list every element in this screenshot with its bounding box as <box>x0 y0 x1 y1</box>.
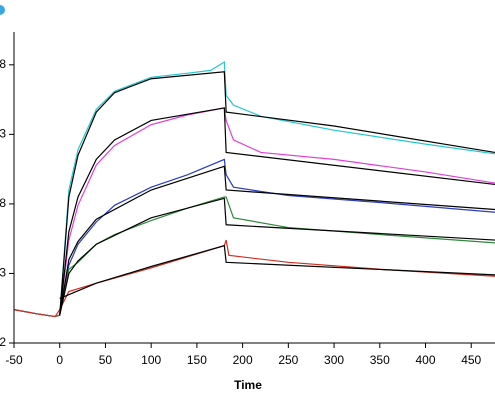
y-tick-label: 3 <box>0 266 6 280</box>
x-tick-label: 350 <box>370 353 390 367</box>
x-tick-label: 0 <box>56 353 63 367</box>
y-tick-label: 13 <box>0 127 6 141</box>
y-tick-label: 8 <box>0 196 6 210</box>
x-tick-label: 100 <box>141 353 161 367</box>
x-tick-label: 150 <box>187 353 207 367</box>
x-tick-label: 400 <box>415 353 435 367</box>
x-tick-label: 250 <box>278 353 298 367</box>
corner-icon <box>0 5 5 15</box>
series-line <box>59 197 495 316</box>
series-line <box>13 61 495 318</box>
series-line <box>59 244 495 300</box>
x-axis-title: Time <box>234 378 262 392</box>
x-tick-label: -50 <box>5 353 23 367</box>
series-line <box>59 165 495 316</box>
series-line <box>13 107 495 318</box>
y-tick-label: 18 <box>0 57 6 71</box>
x-tick-label: 50 <box>99 353 113 367</box>
series-line <box>59 107 495 316</box>
y-tick-label: -2 <box>0 335 6 349</box>
x-tick-label: 200 <box>233 353 253 367</box>
series-line <box>59 71 495 316</box>
series-line <box>13 239 495 318</box>
series-line <box>13 196 495 318</box>
x-tick-label: 300 <box>324 353 344 367</box>
x-tick-label: 450 <box>461 353 481 367</box>
